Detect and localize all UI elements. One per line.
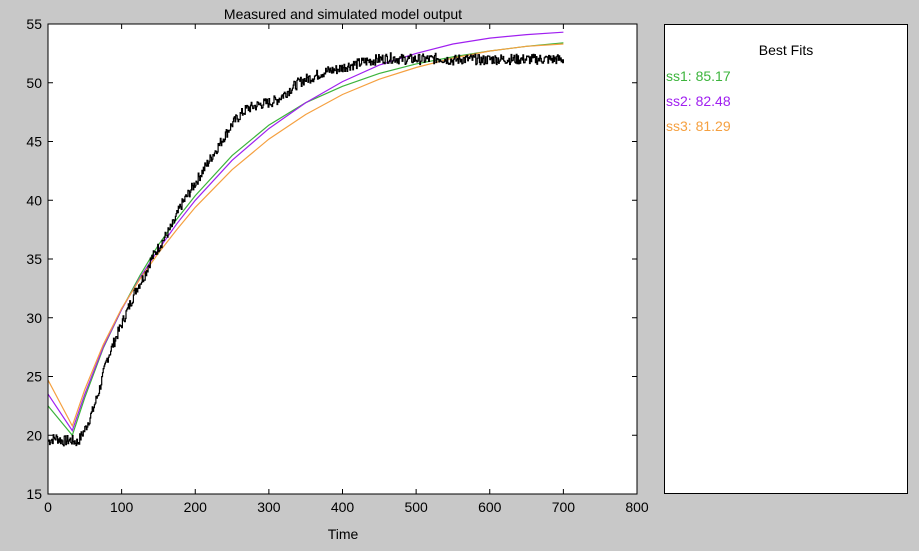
x-tick-label: 0 bbox=[44, 499, 52, 515]
x-tick-label: 200 bbox=[184, 499, 208, 515]
legend-entry-ss3: ss3: 81.29 bbox=[666, 118, 731, 134]
plot-area bbox=[48, 24, 637, 494]
y-tick-label: 55 bbox=[26, 16, 42, 32]
chart-title: Measured and simulated model output bbox=[224, 6, 462, 22]
series-line-ss3 bbox=[47, 43, 564, 428]
y-tick-label: 30 bbox=[26, 310, 42, 326]
y-tick-label: 50 bbox=[26, 75, 42, 91]
y-tick-label: 40 bbox=[26, 192, 42, 208]
x-tick-label: 100 bbox=[110, 499, 134, 515]
best-fits-panel: Best Fits ss1: 85.17 ss2: 82.48 ss3: 81.… bbox=[664, 24, 908, 494]
x-tick-label: 800 bbox=[625, 499, 649, 515]
x-tick-label: 600 bbox=[478, 499, 502, 515]
x-tick-label: 700 bbox=[552, 499, 576, 515]
best-fits-title: Best Fits bbox=[758, 42, 814, 58]
x-tick-label: 400 bbox=[331, 499, 355, 515]
x-tick-label: 300 bbox=[257, 499, 281, 515]
x-axis-label: Time bbox=[328, 526, 359, 542]
x-tick-label: 500 bbox=[404, 499, 428, 515]
series-line-ss2 bbox=[47, 31, 564, 432]
y-tick-label: 35 bbox=[26, 251, 42, 267]
measured-output-line bbox=[48, 52, 565, 447]
y-tick-label: 45 bbox=[26, 134, 42, 150]
y-tick-label: 20 bbox=[26, 427, 42, 443]
y-tick-label: 15 bbox=[26, 486, 42, 502]
y-tick-label: 25 bbox=[26, 369, 42, 385]
legend-entry-ss2: ss2: 82.48 bbox=[666, 93, 731, 109]
plot-frame bbox=[47, 23, 638, 495]
legend-entry-ss1: ss1: 85.17 bbox=[666, 68, 731, 84]
